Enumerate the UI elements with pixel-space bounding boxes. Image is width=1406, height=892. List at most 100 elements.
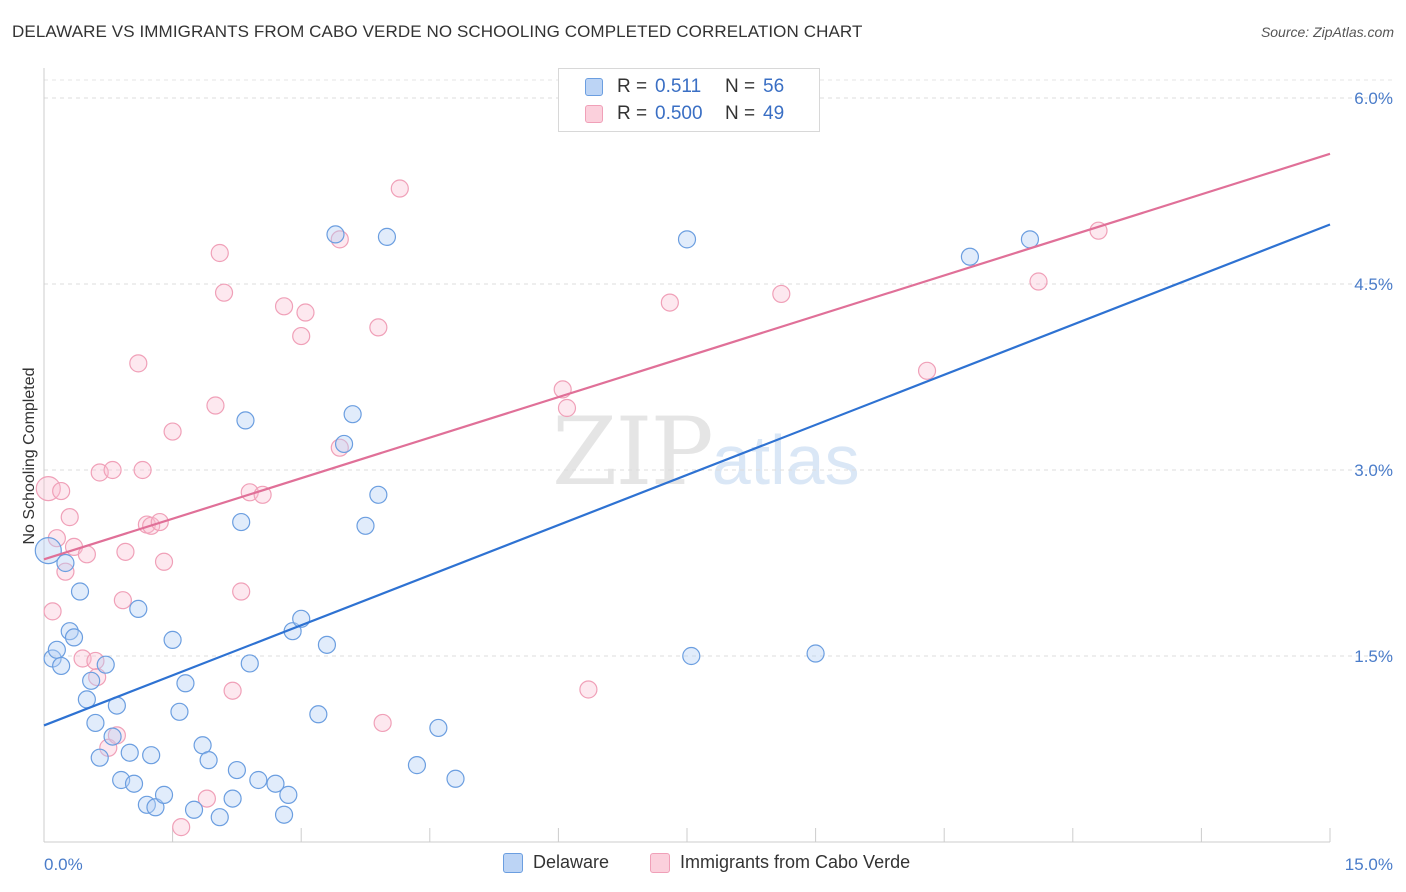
cabo-verde-trend-line [43,152,1331,561]
delaware-point [266,774,285,793]
delaware-point [682,646,701,666]
delaware-point [146,798,165,817]
y-tick-label: 3.0% [1354,461,1393,480]
x-tick-label: 15.0% [1345,855,1393,874]
source-label: Source: ZipAtlas.com [1260,24,1394,40]
delaware-point [184,800,204,819]
delaware-point [142,746,161,765]
delaware-point [236,411,255,430]
delaware-point [274,805,294,824]
n-value-delaware: 56 [763,76,785,97]
points-delaware [34,225,1040,827]
watermark-zip: ZIP [552,398,714,507]
delaware-point [70,582,90,601]
watermark: ZIPatlas [552,398,860,507]
delaware-point [446,769,465,788]
cabo-verde-point [133,460,152,480]
delaware-point [249,770,268,790]
cabo-verde-point [1029,272,1048,291]
cabo-verde-point [86,651,105,671]
r-value-cabo-verde: 0.500 [655,103,703,124]
delaware-point [407,756,427,775]
delaware-point [170,702,189,721]
y-tick-label: 6.0% [1354,89,1393,108]
swatch-delaware [503,852,523,873]
delaware-point [163,630,182,649]
delaware-point [199,751,218,770]
delaware-point [369,485,388,504]
delaware-point [223,789,242,808]
watermark-atlas: atlas [711,421,860,499]
delaware-trend-line [43,223,1331,727]
delaware-point [129,599,148,618]
r-label: R = [617,76,648,97]
delaware-point [677,230,697,249]
delaware-point [52,656,71,676]
n-label: N = [725,103,756,124]
delaware-point [960,247,980,266]
delaware-point [309,705,328,724]
cabo-verde-point [232,582,251,601]
delaware-point [210,808,229,827]
cabo-verde-point [60,508,79,527]
axes [43,68,1331,843]
delaware-point [334,434,354,454]
legend-label-delaware: Delaware [533,852,610,872]
delaware-point [176,674,195,693]
y-axis-label: No Schooling Completed [21,368,38,545]
delaware-point [90,748,109,767]
y-tick-label: 4.5% [1354,275,1393,294]
y-tick-label: 1.5% [1354,647,1393,666]
delaware-point [343,405,362,424]
trend-lines [43,152,1331,727]
cabo-verde-point [43,602,62,621]
cabo-verde-point [113,591,132,610]
delaware-point [232,512,251,532]
delaware-point [86,713,105,733]
delaware-point [120,743,139,762]
cabo-verde-point [660,293,679,312]
cabo-verde-point [214,283,234,302]
legend-correlation: R = 0.511 N = 56 R = 0.500 N = 49 [558,68,820,132]
delaware-point [806,644,825,663]
delaware-point [326,225,345,244]
legend-label-cabo-verde: Immigrants from Cabo Verde [680,852,911,872]
cabo-verde-point [52,481,71,501]
delaware-point [96,655,115,674]
cabo-verde-point [369,318,388,337]
cabo-verde-point [129,354,148,373]
cabo-verde-point [579,680,598,699]
legend-series: Delaware Immigrants from Cabo Verde [0,852,1406,878]
cabo-verde-point [274,297,294,316]
delaware-point [64,628,84,647]
tick-labels: 1.5% 3.0% 4.5% 6.0% 0.0% 15.0% [44,89,1393,874]
chart-title: DELAWARE VS IMMIGRANTS FROM CABO VERDE N… [12,22,863,41]
cabo-verde-point [172,818,191,837]
legend-row-cabo-verde: R = 0.500 N = 49 [585,102,784,126]
delaware-point [377,227,397,246]
delaware-point [227,760,246,780]
r-value-delaware: 0.511 [655,76,702,97]
delaware-point [47,640,66,659]
delaware-point [34,536,62,565]
delaware-point [154,785,174,804]
cabo-verde-point [116,542,135,561]
delaware-point [429,718,448,738]
cabo-verde-point [154,552,174,571]
swatch-cabo-verde [585,105,603,123]
delaware-point [103,727,122,746]
delaware-point [240,654,259,673]
cabo-verde-point [772,284,791,304]
grid-lines [44,79,1392,657]
cabo-verde-point [296,303,315,322]
delaware-point [82,671,101,690]
r-label: R = [617,103,648,124]
cabo-verde-point [223,681,242,700]
delaware-point [1020,230,1040,249]
legend-row-delaware: R = 0.511 N = 56 [585,75,784,99]
cabo-verde-point [103,460,122,480]
cabo-verde-point [35,476,61,502]
cabo-verde-point [163,422,182,441]
n-value-cabo-verde: 49 [763,103,785,124]
